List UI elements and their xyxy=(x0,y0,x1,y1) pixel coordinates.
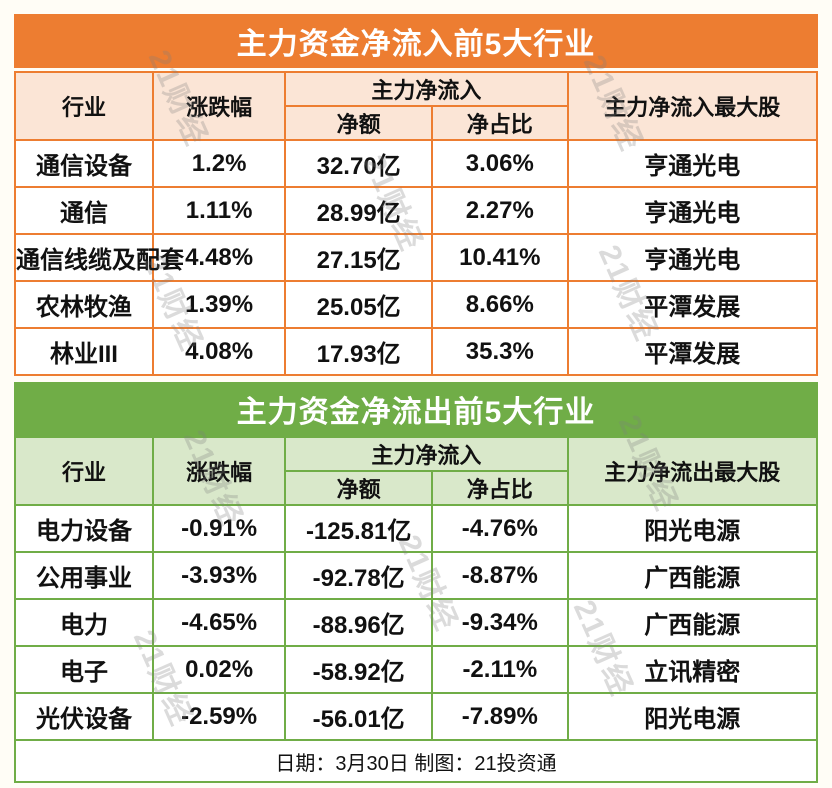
net-ratio-cell: 8.66% xyxy=(431,280,569,329)
net-ratio-cell: -4.76% xyxy=(431,504,569,553)
net-ratio-cell: 3.06% xyxy=(431,139,569,188)
outflow-table: 行业 涨跌幅 主力净流入 主力净流出最大股 净额 净占比 电力设备 -0.91%… xyxy=(14,436,819,783)
net-ratio-cell: 10.41% xyxy=(431,233,569,282)
top-stock-cell: 平潭发展 xyxy=(566,327,819,376)
top-stock-cell: 平潭发展 xyxy=(566,280,819,329)
change-cell: 0.02% xyxy=(151,645,287,694)
col-header-net-amount: 净额 xyxy=(284,470,434,506)
inflow-table-header: 行业 涨跌幅 主力净流入 主力净流入最大股 净额 净占比 xyxy=(14,71,819,141)
col-header-net-ratio: 净占比 xyxy=(431,105,569,141)
col-header-net-amount: 净额 xyxy=(284,105,434,141)
net-ratio-cell: -2.11% xyxy=(431,645,569,694)
net-ratio-cell: 2.27% xyxy=(431,186,569,235)
net-amount-cell: 28.99亿 xyxy=(284,186,434,235)
footer-row: 日期：3月30日 制图：21投资通 xyxy=(14,739,818,783)
table-row: 电子 0.02% -58.92亿 -2.11% 立讯精密 xyxy=(14,645,819,694)
net-amount-cell: -88.96亿 xyxy=(284,598,434,647)
col-header-top-stock: 主力净流入最大股 xyxy=(566,71,819,141)
col-header-flow-group: 主力净流入 xyxy=(284,71,569,107)
net-amount-cell: 17.93亿 xyxy=(284,327,434,376)
top-stock-cell: 亨通光电 xyxy=(566,139,819,188)
industry-cell: 通信 xyxy=(14,186,154,235)
inflow-title-banner: 主力资金净流入前5大行业 xyxy=(14,14,818,68)
col-header-industry: 行业 xyxy=(14,436,154,506)
table-row: 通信 1.11% 28.99亿 2.27% 亨通光电 xyxy=(14,186,819,235)
industry-cell: 农林牧渔 xyxy=(14,280,154,329)
net-ratio-cell: -9.34% xyxy=(431,598,569,647)
outflow-table-header: 行业 涨跌幅 主力净流入 主力净流出最大股 净额 净占比 xyxy=(14,436,819,506)
outflow-title: 主力资金净流出前5大行业 xyxy=(236,396,596,429)
industry-cell: 光伏设备 xyxy=(14,692,154,741)
change-cell: -2.59% xyxy=(151,692,287,741)
col-header-change: 涨跌幅 xyxy=(151,436,287,506)
net-amount-cell: 32.70亿 xyxy=(284,139,434,188)
industry-cell: 电力 xyxy=(14,598,154,647)
top-stock-cell: 亨通光电 xyxy=(566,186,819,235)
change-cell: -4.65% xyxy=(151,598,287,647)
net-ratio-cell: 35.3% xyxy=(431,327,569,376)
change-cell: -3.93% xyxy=(151,551,287,600)
top-stock-cell: 亨通光电 xyxy=(566,233,819,282)
net-amount-cell: -58.92亿 xyxy=(284,645,434,694)
net-ratio-cell: -7.89% xyxy=(431,692,569,741)
table-row: 通信线缆及配套 4.48% 27.15亿 10.41% 亨通光电 xyxy=(14,233,819,282)
net-amount-cell: 27.15亿 xyxy=(284,233,434,282)
table-row: 林业III 4.08% 17.93亿 35.3% 平潭发展 xyxy=(14,327,819,376)
top-stock-cell: 阳光电源 xyxy=(566,692,819,741)
industry-cell: 通信线缆及配套 xyxy=(14,233,184,282)
net-ratio-cell: -8.87% xyxy=(431,551,569,600)
table-row: 农林牧渔 1.39% 25.05亿 8.66% 平潭发展 xyxy=(14,280,819,329)
industry-cell: 电力设备 xyxy=(14,504,154,553)
inflow-table: 行业 涨跌幅 主力净流入 主力净流入最大股 净额 净占比 通信设备 1.2% 3… xyxy=(14,71,819,376)
col-header-top-stock: 主力净流出最大股 xyxy=(566,436,819,506)
net-amount-cell: -125.81亿 xyxy=(284,504,434,553)
table-row: 电力 -4.65% -88.96亿 -9.34% 广西能源 xyxy=(14,598,819,647)
net-amount-cell: -56.01亿 xyxy=(284,692,434,741)
top-stock-cell: 广西能源 xyxy=(566,551,819,600)
industry-cell: 公用事业 xyxy=(14,551,154,600)
infographic: 主力资金净流入前5大行业 行业 涨跌幅 主力净流入 主力净流入最大股 净额 净占… xyxy=(14,14,819,783)
top-stock-cell: 立讯精密 xyxy=(566,645,819,694)
footer-caption: 日期：3月30日 制图：21投资通 xyxy=(14,739,818,783)
change-cell: 4.08% xyxy=(151,327,287,376)
industry-cell: 电子 xyxy=(14,645,154,694)
change-cell: -0.91% xyxy=(151,504,287,553)
col-header-industry: 行业 xyxy=(14,71,154,141)
table-row: 公用事业 -3.93% -92.78亿 -8.87% 广西能源 xyxy=(14,551,819,600)
col-header-flow-group: 主力净流入 xyxy=(284,436,569,472)
industry-cell: 通信设备 xyxy=(14,139,154,188)
outflow-title-banner: 主力资金净流出前5大行业 xyxy=(14,382,818,436)
top-stock-cell: 阳光电源 xyxy=(566,504,819,553)
change-cell: 1.11% xyxy=(151,186,287,235)
table-row: 光伏设备 -2.59% -56.01亿 -7.89% 阳光电源 xyxy=(14,692,819,741)
table-row: 通信设备 1.2% 32.70亿 3.06% 亨通光电 xyxy=(14,139,819,188)
change-cell: 4.48% xyxy=(151,233,287,282)
industry-cell: 林业III xyxy=(14,327,154,376)
col-header-net-ratio: 净占比 xyxy=(431,470,569,506)
net-amount-cell: -92.78亿 xyxy=(284,551,434,600)
net-amount-cell: 25.05亿 xyxy=(284,280,434,329)
col-header-change: 涨跌幅 xyxy=(151,71,287,141)
change-cell: 1.2% xyxy=(151,139,287,188)
table-row: 电力设备 -0.91% -125.81亿 -4.76% 阳光电源 xyxy=(14,504,819,553)
inflow-title: 主力资金净流入前5大行业 xyxy=(236,28,596,61)
top-stock-cell: 广西能源 xyxy=(566,598,819,647)
change-cell: 1.39% xyxy=(151,280,287,329)
